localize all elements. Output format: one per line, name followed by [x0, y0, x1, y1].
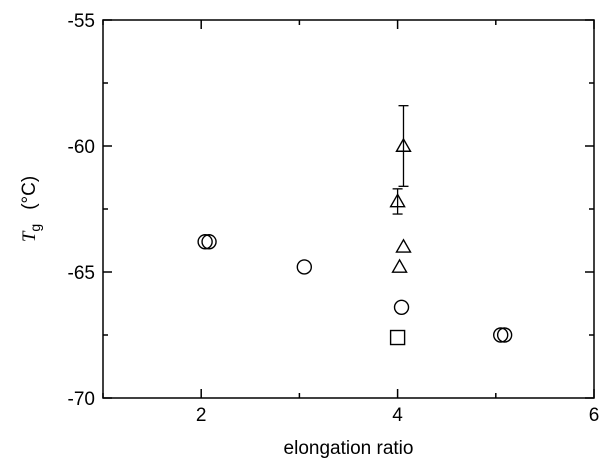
circle-marker — [197, 234, 213, 250]
y-tick-label: -60 — [68, 137, 95, 158]
y-axis-symbol: T — [19, 230, 40, 242]
plot-frame — [102, 19, 595, 399]
square-marker — [389, 329, 406, 346]
tick-labels: 2 4 6 -70 -65 -60 -55 — [68, 11, 600, 426]
circle-marker — [201, 234, 217, 250]
axis-ticks — [102, 19, 595, 399]
triangle-marker — [391, 258, 408, 273]
data-markers — [197, 137, 513, 346]
circle-marker — [496, 327, 513, 343]
y-tick-label: -65 — [68, 263, 95, 284]
x-tick-label: 4 — [392, 405, 403, 426]
y-axis-unit: (°C) — [19, 176, 40, 210]
triangle-marker — [395, 238, 412, 253]
x-axis-label: elongation ratio — [284, 438, 414, 459]
triangle-marker — [395, 137, 412, 152]
circle-marker — [296, 259, 313, 275]
x-tick-label: 2 — [196, 405, 207, 426]
y-axis-label: Tg (°C) — [19, 176, 43, 242]
y-tick-label: -70 — [68, 389, 95, 410]
circle-marker — [493, 327, 509, 343]
triangle-marker — [389, 193, 406, 208]
svg-text:Tg(°C): Tg (°C) — [19, 176, 43, 242]
circle-marker — [393, 299, 410, 315]
x-tick-label: 6 — [589, 405, 600, 426]
y-axis-subscript: g — [27, 224, 43, 232]
y-tick-label: -55 — [68, 11, 95, 32]
